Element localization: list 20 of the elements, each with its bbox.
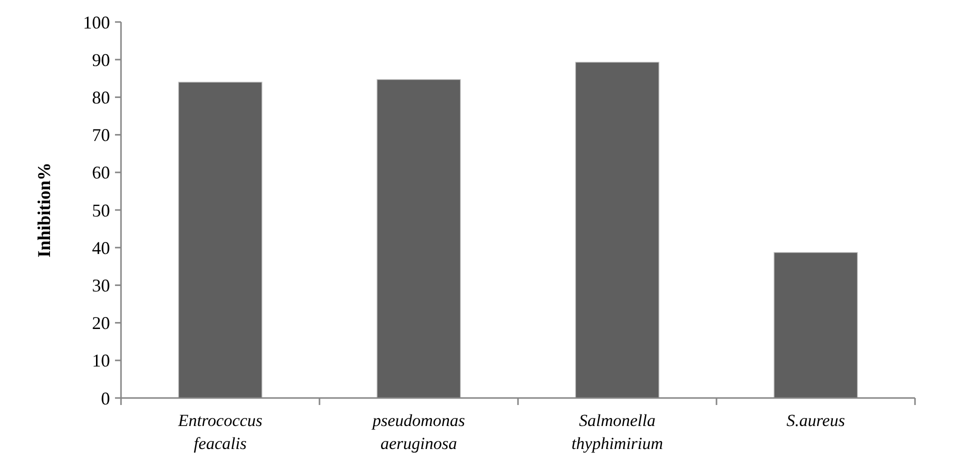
y-tick-label: 70: [92, 125, 110, 146]
x-tick-label: pseudomonas aeruginosa: [371, 411, 466, 453]
y-tick-label: 100: [83, 12, 110, 32]
y-tick-label: 0: [101, 388, 110, 408]
y-tick-label: 40: [92, 238, 110, 258]
y-tick-label: 20: [92, 313, 110, 334]
bar: [376, 79, 461, 398]
bar: [774, 252, 858, 398]
x-tick-label: S.aureus: [786, 411, 846, 430]
y-tick-label: 90: [92, 50, 110, 70]
bar: [178, 82, 262, 398]
y-tick-label: 30: [92, 276, 110, 296]
y-tick-label: 60: [92, 162, 110, 183]
bar: [575, 62, 660, 398]
y-axis-title: Inhibition%: [34, 162, 54, 258]
x-tick-label: Entrococcus feacalis: [177, 411, 263, 453]
y-tick-label: 50: [92, 200, 110, 220]
y-tick-label: 80: [92, 88, 110, 108]
x-tick-label: Salmonella thyphimirium: [571, 411, 664, 453]
y-tick-label: 10: [92, 350, 110, 371]
